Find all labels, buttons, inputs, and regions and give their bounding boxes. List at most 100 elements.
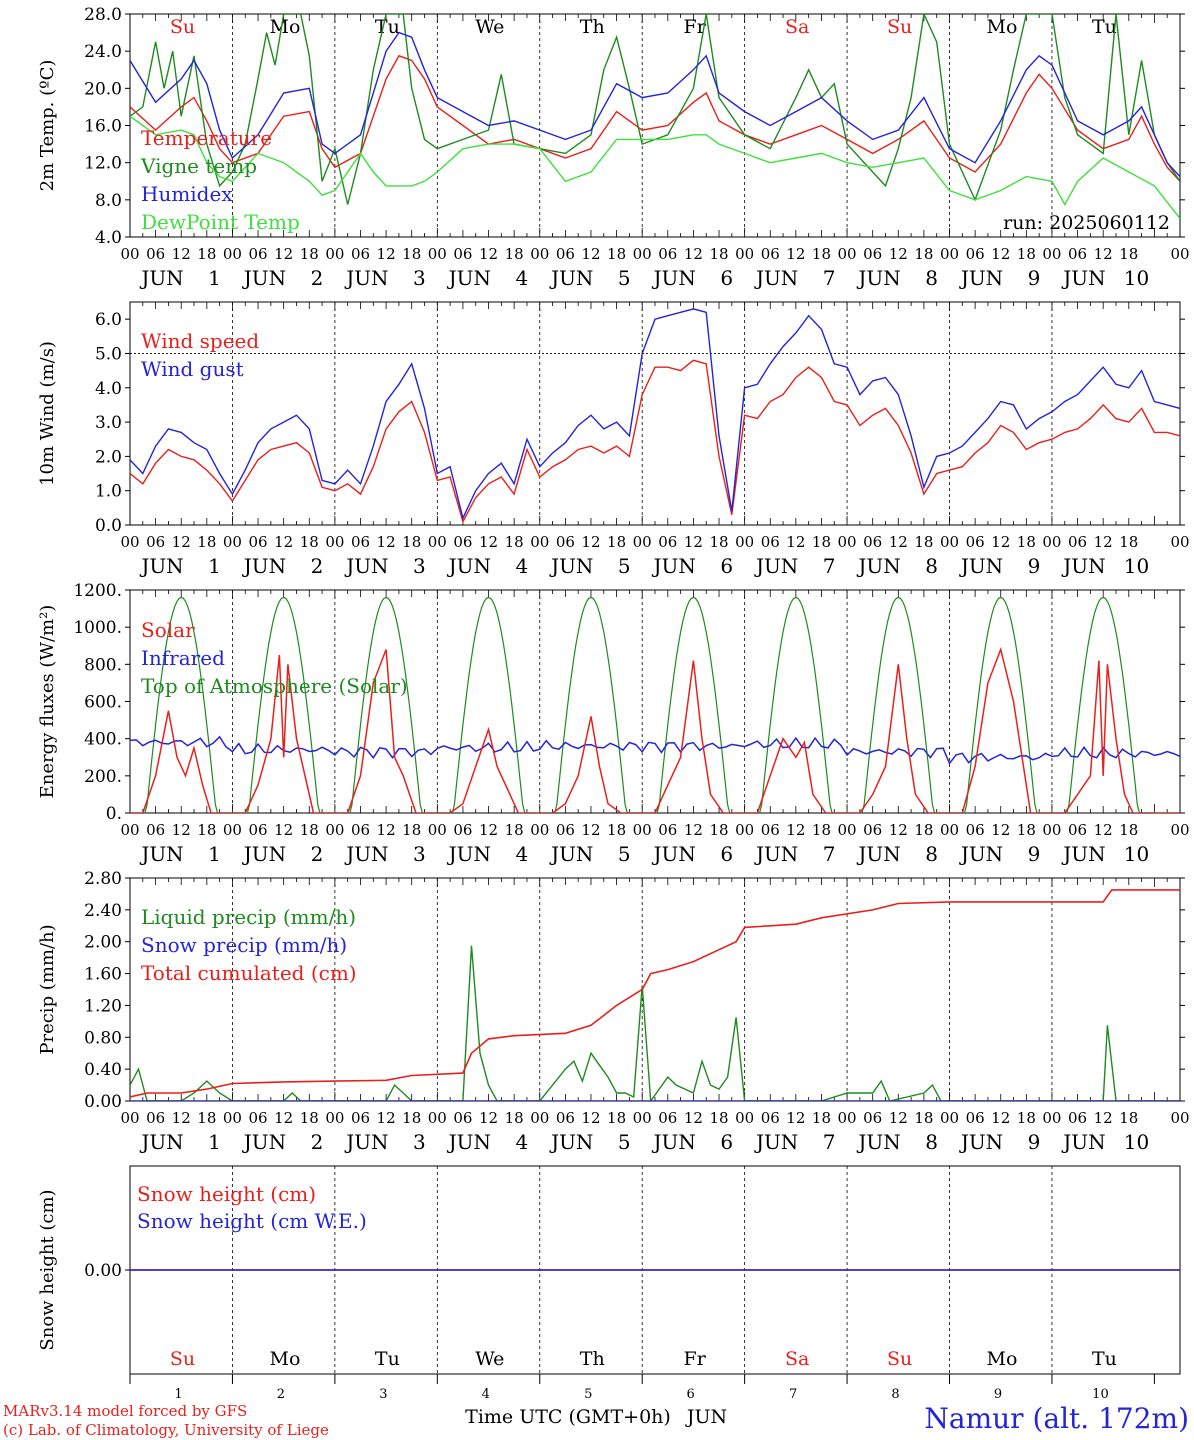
x-month-label: JUN [856,554,900,578]
weekday-label: Fr [684,16,707,38]
series-wind-speed [130,359,1180,524]
y-tick-label: 24.0 [84,42,122,62]
x-hour-label: 00 [428,1109,447,1127]
y-tick-label: 8.0 [95,191,122,211]
x-hour-label: 00 [940,245,959,263]
legend-entry: Total cumulated (cm) [141,961,357,985]
x-hour-label: 00 [120,1109,139,1127]
x-date-label: 8 [925,266,938,290]
x-date-label: 10 [1124,554,1149,578]
y-axis-label: Snow height (cm) [37,1189,58,1350]
panel-3: 0. 200. 400. 600. 800. 1000. 1200. Energy fluxe… [37,581,1190,866]
x-hour-label: 06 [658,821,677,839]
legend-entry: Temperature [141,126,272,150]
x-month-label: JUN [549,842,593,866]
series-dewpoint-temp [130,115,1180,219]
x-hour-label: 12 [172,1109,191,1127]
weekday-label: Fr [684,1348,707,1370]
x-date-label: 7 [823,1130,836,1154]
x-hour-label: 12 [684,1109,703,1127]
x-month-label: JUN [344,1130,388,1154]
x-month-label: JUN [139,554,183,578]
y-tick-label: 1.60 [84,965,122,985]
y-tick-label: 1.20 [84,996,122,1016]
x-hour-label: 12 [479,245,498,263]
bottom-date-label: 6 [687,1387,695,1402]
legend-entry: Snow precip (mm/h) [141,933,347,957]
x-hour-label: 06 [556,245,575,263]
x-hour-label: 06 [658,245,677,263]
x-month-label: JUN [447,842,491,866]
x-hour-label: 18 [505,533,524,551]
x-hour-label: 12 [274,533,293,551]
y-tick-label: 600. [84,693,122,713]
x-month-label: JUN [652,1130,696,1154]
x-hour-label: 18 [812,533,831,551]
weekday-label: Su [887,16,912,38]
series-liquid-precip-mm-h [130,945,1180,1101]
x-hour-label: 00 [1170,245,1189,263]
x-hour-label: 00 [120,821,139,839]
x-hour-label: 12 [889,821,908,839]
series-humidex [130,31,1180,178]
y-tick-label: 0. [106,804,122,824]
series-vigne-temp [130,14,1180,205]
weekday-label: Tu [375,16,400,38]
y-tick-label: 800. [84,655,122,675]
x-hour-label: 00 [735,245,754,263]
time-axis-month: JUN [685,1406,727,1428]
x-hour-label: 06 [966,821,985,839]
x-month-label: JUN [1061,842,1105,866]
x-hour-label: 06 [249,533,268,551]
x-hour-label: 06 [556,1109,575,1127]
y-tick-label: 5.0 [95,344,122,364]
time-axis-label: Time UTC (GMT+0h) [465,1406,671,1428]
x-date-label: 9 [1028,266,1041,290]
x-hour-label: 18 [914,1109,933,1127]
x-hour-label: 12 [1094,245,1113,263]
x-hour-label: 12 [377,821,396,839]
x-hour-label: 18 [1017,821,1036,839]
bottom-date-label: 8 [891,1387,899,1402]
x-date-label: 7 [823,266,836,290]
legend-entry: Snow height (cm W.E.) [137,1209,367,1233]
bottom-date-label: 3 [379,1387,387,1402]
bottom-date-label: 5 [584,1387,592,1402]
x-hour-label: 12 [1094,533,1113,551]
x-hour-label: 12 [991,1109,1010,1127]
x-hour-label: 12 [479,1109,498,1127]
y-axis-label: Energy fluxes (W/m²) [37,605,58,799]
x-month-label: JUN [652,554,696,578]
weekday-label: Mo [269,16,300,38]
x-month-label: JUN [959,266,1003,290]
x-date-label: 1 [208,842,221,866]
x-month-label: JUN [447,1130,491,1154]
x-month-label: JUN [344,842,388,866]
legend-entry: Vigne temp [140,154,257,178]
x-hour-label: 00 [1170,1109,1189,1127]
x-hour-label: 06 [966,1109,985,1127]
x-hour-label: 00 [940,1109,959,1127]
x-hour-label: 00 [428,245,447,263]
x-hour-label: 18 [197,821,216,839]
x-date-label: 8 [925,554,938,578]
x-hour-label: 18 [709,533,728,551]
x-hour-label: 18 [709,821,728,839]
x-hour-label: 12 [479,821,498,839]
x-month-label: JUN [549,266,593,290]
x-hour-label: 06 [1068,245,1087,263]
y-axis-label: Precip (mm/h) [37,924,58,1054]
plot-frame [129,13,1181,238]
x-hour-label: 06 [761,1109,780,1127]
x-hour-label: 00 [838,821,857,839]
x-date-label: 2 [311,266,324,290]
x-hour-label: 00 [223,821,242,839]
x-hour-label: 12 [172,821,191,839]
legend-entry: Liquid precip (mm/h) [141,905,356,929]
x-hour-label: 00 [838,245,857,263]
x-date-label: 8 [925,1130,938,1154]
x-hour-label: 00 [530,1109,549,1127]
x-hour-label: 06 [146,821,165,839]
x-month-label: JUN [1061,1130,1105,1154]
